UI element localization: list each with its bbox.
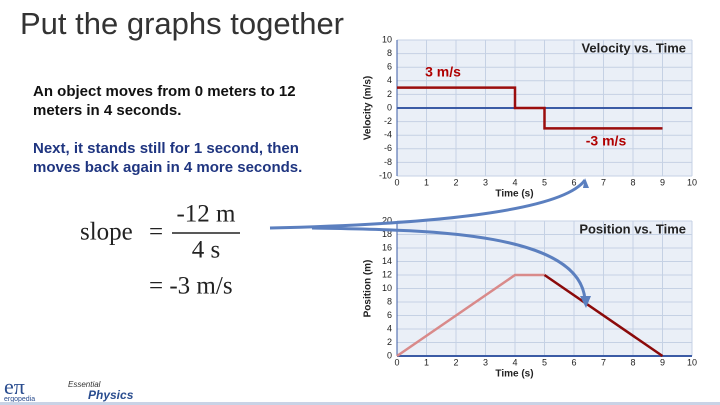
x-tick-label: 0: [394, 357, 399, 367]
y-tick-label: 2: [387, 337, 392, 347]
y-tick-label: 8: [387, 296, 392, 306]
y-tick-label: -4: [384, 130, 392, 140]
x-tick-label: 1: [424, 177, 429, 187]
formula-result: = -3 m/s: [149, 273, 233, 300]
x-tick-label: 4: [512, 177, 517, 187]
data-line: [543, 273, 664, 358]
y-tick-label: 18: [382, 229, 392, 239]
x-tick-label: 7: [601, 357, 606, 367]
paragraph: An object moves from 0 meters to 12 mete…: [33, 83, 296, 119]
x-tick-label: 2: [453, 357, 458, 367]
x-tick-label: 8: [630, 177, 635, 187]
formula-equals: =: [149, 219, 163, 246]
y-tick-label: 0: [387, 102, 392, 112]
arrowhead: [583, 178, 589, 188]
x-tick-label: 3: [483, 177, 488, 187]
logo-name: ergopedia: [4, 396, 35, 403]
y-tick-label: 10: [382, 34, 392, 44]
x-tick-label: 10: [687, 357, 697, 367]
formula-denominator: 4 s: [192, 237, 220, 264]
annotation: 3 m/s: [425, 64, 461, 80]
logo-series-top: Essential: [68, 380, 101, 389]
y-tick-label: -8: [384, 157, 392, 167]
y-tick-label: 6: [387, 310, 392, 320]
y-tick-label: 8: [387, 48, 392, 58]
y-tick-label: 2: [387, 89, 392, 99]
x-tick-label: 9: [660, 177, 665, 187]
x-tick-label: 6: [571, 357, 576, 367]
x-tick-label: 5: [542, 177, 547, 187]
x-axis-label: Time (s): [495, 369, 533, 380]
slide-title: Put the graphs together: [20, 6, 344, 41]
y-axis-label: Position (m): [363, 260, 374, 318]
x-tick-label: 7: [601, 177, 606, 187]
y-tick-label: 12: [382, 269, 392, 279]
y-tick-label: 4: [387, 323, 392, 333]
x-tick-label: 8: [630, 357, 635, 367]
y-tick-label: -10: [379, 170, 392, 180]
arrow: [269, 179, 587, 230]
y-tick-label: 0: [387, 350, 392, 360]
x-tick-label: 1: [424, 357, 429, 367]
x-tick-label: 3: [483, 357, 488, 367]
x-tick-label: 0: [394, 177, 399, 187]
data-line: [396, 273, 545, 358]
logo-symbol: eπ: [4, 374, 25, 399]
y-tick-label: -2: [384, 116, 392, 126]
data-line: [397, 86, 663, 130]
footer-bar: [0, 402, 720, 405]
y-axis-label: Velocity (m/s): [363, 76, 374, 140]
formula-numerator: -12 m: [176, 201, 236, 228]
y-tick-label: 6: [387, 62, 392, 72]
x-tick-label: 9: [660, 357, 665, 367]
y-tick-label: 14: [382, 256, 392, 266]
arrowhead: [580, 296, 591, 308]
x-tick-label: 2: [453, 177, 458, 187]
arrow: [311, 226, 587, 301]
annotation: -3 m/s: [586, 133, 627, 149]
logo-series-bottom: Physics: [88, 388, 134, 402]
formula-lhs: slope: [80, 219, 133, 246]
x-tick-label: 10: [687, 177, 697, 187]
y-tick-label: 20: [382, 215, 392, 225]
x-tick-label: 4: [512, 357, 517, 367]
chart-title: Velocity vs. Time: [581, 40, 686, 55]
x-axis-label: Time (s): [495, 189, 533, 200]
y-tick-label: -6: [384, 143, 392, 153]
x-tick-label: 6: [571, 177, 576, 187]
paragraph: Next, it stands still for 1 second, then…: [33, 140, 303, 176]
y-tick-label: 10: [382, 283, 392, 293]
y-tick-label: 16: [382, 242, 392, 252]
y-tick-label: 4: [387, 75, 392, 85]
chart-title: Position vs. Time: [579, 221, 686, 236]
x-tick-label: 5: [542, 357, 547, 367]
